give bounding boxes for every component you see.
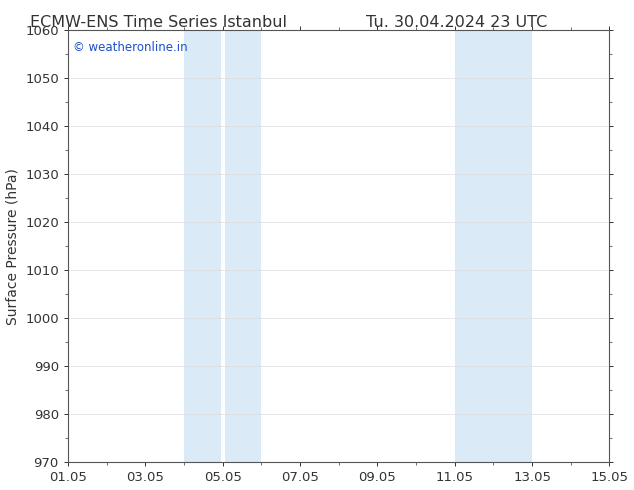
Bar [455, 30, 493, 463]
Text: ECMW-ENS Time Series Istanbul: ECMW-ENS Time Series Istanbul [30, 15, 287, 30]
Bar [184, 30, 221, 463]
Y-axis label: Surface Pressure (hPa): Surface Pressure (hPa) [6, 168, 20, 325]
Bar [493, 30, 532, 463]
Bar [224, 30, 261, 463]
Text: Tu. 30.04.2024 23 UTC: Tu. 30.04.2024 23 UTC [366, 15, 547, 30]
Text: © weatheronline.in: © weatheronline.in [74, 41, 188, 54]
